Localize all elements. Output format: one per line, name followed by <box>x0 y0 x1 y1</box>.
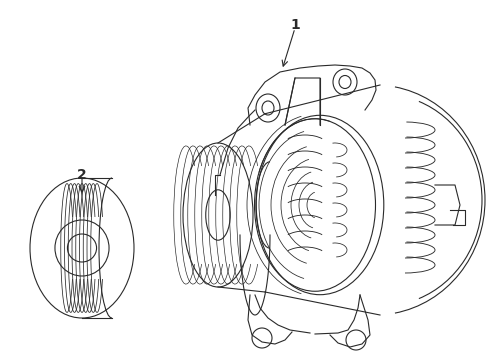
Text: 1: 1 <box>290 18 300 32</box>
Ellipse shape <box>254 119 375 291</box>
Text: 2: 2 <box>77 168 87 182</box>
